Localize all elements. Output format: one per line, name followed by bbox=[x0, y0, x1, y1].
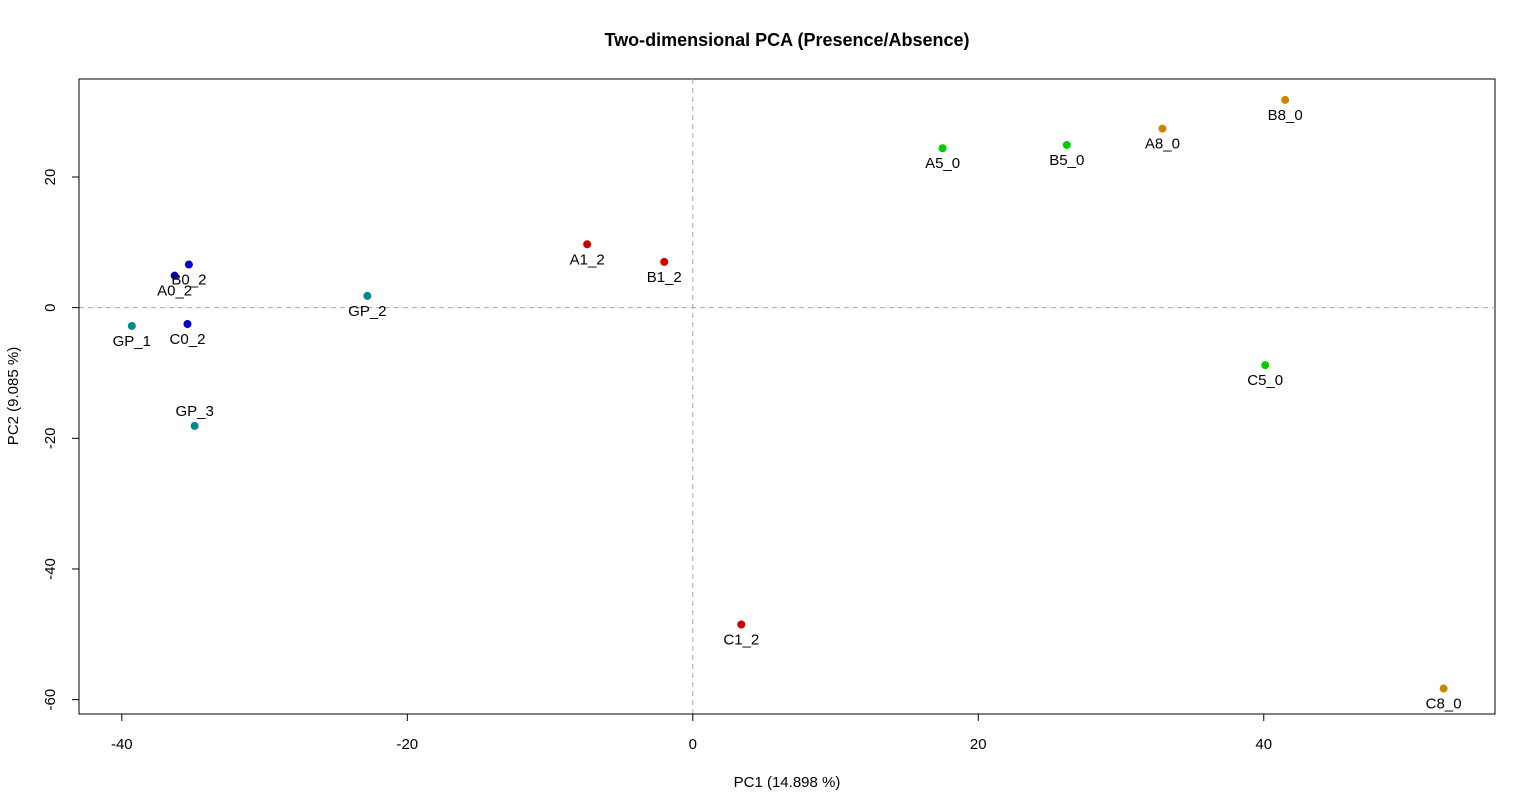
chart-title: Two-dimensional PCA (Presence/Absence) bbox=[604, 30, 969, 50]
points-layer: GP_1 A0_2B0_2 C0_2 GP_3 GP_2 A1_2 B1_2 C1_2 A5_0… bbox=[113, 95, 1462, 713]
point-label: B0_2 bbox=[171, 272, 206, 289]
point-label: A1_2 bbox=[570, 251, 605, 268]
x-axis: -40 -20 0 20 40 bbox=[111, 713, 1272, 753]
data-point-gp-3 bbox=[190, 421, 199, 430]
x-tick-label: 40 bbox=[1255, 736, 1272, 753]
point-label: A8_0 bbox=[1145, 136, 1180, 153]
point-label: C1_2 bbox=[723, 631, 759, 648]
point-label: A0_2 bbox=[157, 283, 192, 300]
data-point-c0-2 bbox=[183, 319, 192, 328]
data-point-a8-0 bbox=[1158, 124, 1167, 133]
y-tick-label: -20 bbox=[42, 427, 59, 449]
y-tick-label: 0 bbox=[42, 303, 59, 311]
data-point-b0-2 bbox=[184, 260, 193, 269]
point-label: A5_0 bbox=[925, 155, 960, 172]
y-tick-label: 20 bbox=[42, 169, 59, 186]
point-label: B1_2 bbox=[647, 269, 682, 286]
data-point-b5-0 bbox=[1062, 140, 1071, 149]
y-axis-label: PC2 (9.085 %) bbox=[5, 347, 22, 445]
x-tick-label: -20 bbox=[396, 736, 418, 753]
point-label: C5_0 bbox=[1247, 372, 1283, 389]
x-tick-label: -40 bbox=[111, 736, 133, 753]
data-point-gp-2 bbox=[363, 291, 372, 300]
point-label: GP_3 bbox=[175, 403, 213, 420]
x-axis-label: PC1 (14.898 %) bbox=[734, 774, 841, 791]
y-tick-label: -40 bbox=[42, 558, 59, 580]
x-tick-label: 0 bbox=[689, 736, 697, 753]
data-point-b8-0 bbox=[1281, 95, 1290, 104]
point-label: GP_2 bbox=[348, 303, 386, 320]
point-label: GP_1 bbox=[113, 333, 151, 350]
data-point-a0-2 bbox=[170, 271, 179, 280]
data-point-c1-2 bbox=[737, 620, 746, 629]
point-label: C8_0 bbox=[1426, 696, 1462, 713]
point-label: C0_2 bbox=[170, 331, 206, 348]
data-point-b1-2 bbox=[660, 257, 669, 266]
data-point-gp-1 bbox=[127, 321, 136, 330]
y-axis: -60 -40 -20 0 20 bbox=[42, 169, 80, 711]
data-point-c8-0 bbox=[1439, 684, 1448, 693]
x-tick-label: 20 bbox=[970, 736, 987, 753]
data-point-a1-2 bbox=[583, 240, 592, 249]
data-point-a5-0 bbox=[938, 144, 947, 153]
plot-frame bbox=[78, 78, 1496, 715]
point-label: B8_0 bbox=[1268, 107, 1303, 124]
y-tick-label: -60 bbox=[42, 689, 59, 711]
point-label: B5_0 bbox=[1049, 152, 1084, 169]
data-point-c5-0 bbox=[1261, 361, 1270, 370]
